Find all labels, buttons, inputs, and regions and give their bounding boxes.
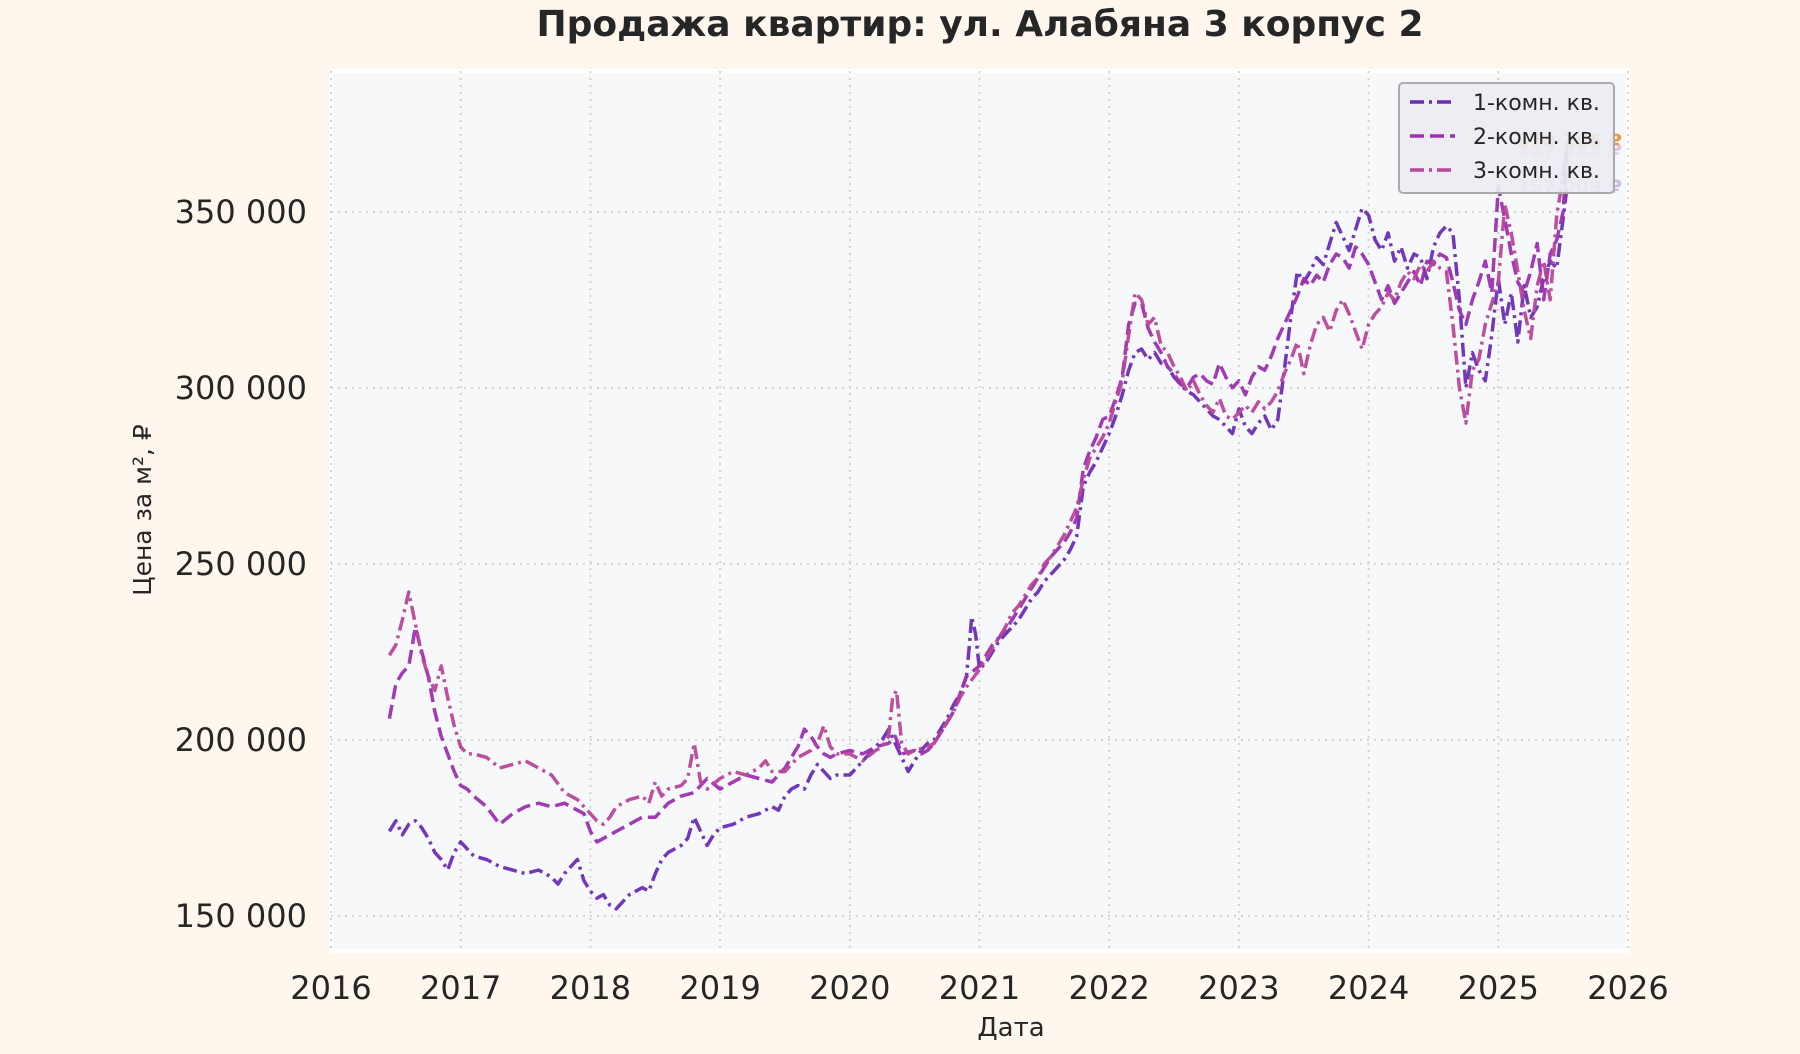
y-axis-ticks: 150 000 200 000 250 000 300 000 350 000 <box>175 193 307 935</box>
x-tick-label: 2021 <box>939 969 1020 1007</box>
y-tick-label: 250 000 <box>175 545 307 583</box>
y-tick-label: 350 000 <box>175 193 307 231</box>
x-tick-label: 2026 <box>1587 969 1668 1007</box>
y-tick-label: 200 000 <box>175 721 307 759</box>
legend-label: 3-комн. кв. <box>1473 159 1600 184</box>
series-line-1 <box>387 186 1569 911</box>
plot-area <box>329 69 1630 953</box>
x-axis-ticks: 2016 2017 2018 2019 2020 2021 2022 2023 2024 2025… <box>290 969 1668 1007</box>
legend-label: 1-комн. кв. <box>1473 91 1600 116</box>
chart-title: Продажа квартир: ул. Алабяна 3 корпус 2 <box>536 4 1423 45</box>
x-tick-label: 2016 <box>290 969 371 1007</box>
x-axis-label: Дата <box>977 1013 1044 1043</box>
legend: 1-комн. кв. 2-комн. кв. 3-комн. кв. <box>1398 82 1615 194</box>
series-lines <box>387 140 1569 911</box>
x-tick-label: 2018 <box>550 969 631 1007</box>
legend-label: 2-комн. кв. <box>1473 125 1600 150</box>
x-tick-label: 2019 <box>679 969 760 1007</box>
x-tick-label: 2024 <box>1328 969 1409 1007</box>
x-tick-label: 2025 <box>1458 969 1539 1007</box>
x-tick-label: 2020 <box>809 969 890 1007</box>
x-tick-label: 2017 <box>420 969 501 1007</box>
series-line-3 <box>387 140 1569 827</box>
x-tick-label: 2023 <box>1198 969 1279 1007</box>
x-tick-label: 2022 <box>1068 969 1149 1007</box>
legend-box <box>1398 82 1615 194</box>
y-tick-label: 300 000 <box>175 369 307 407</box>
y-tick-label: 150 000 <box>175 897 307 935</box>
y-axis-label: Цена за м², ₽ <box>128 424 157 596</box>
series-line-2 <box>387 150 1569 844</box>
